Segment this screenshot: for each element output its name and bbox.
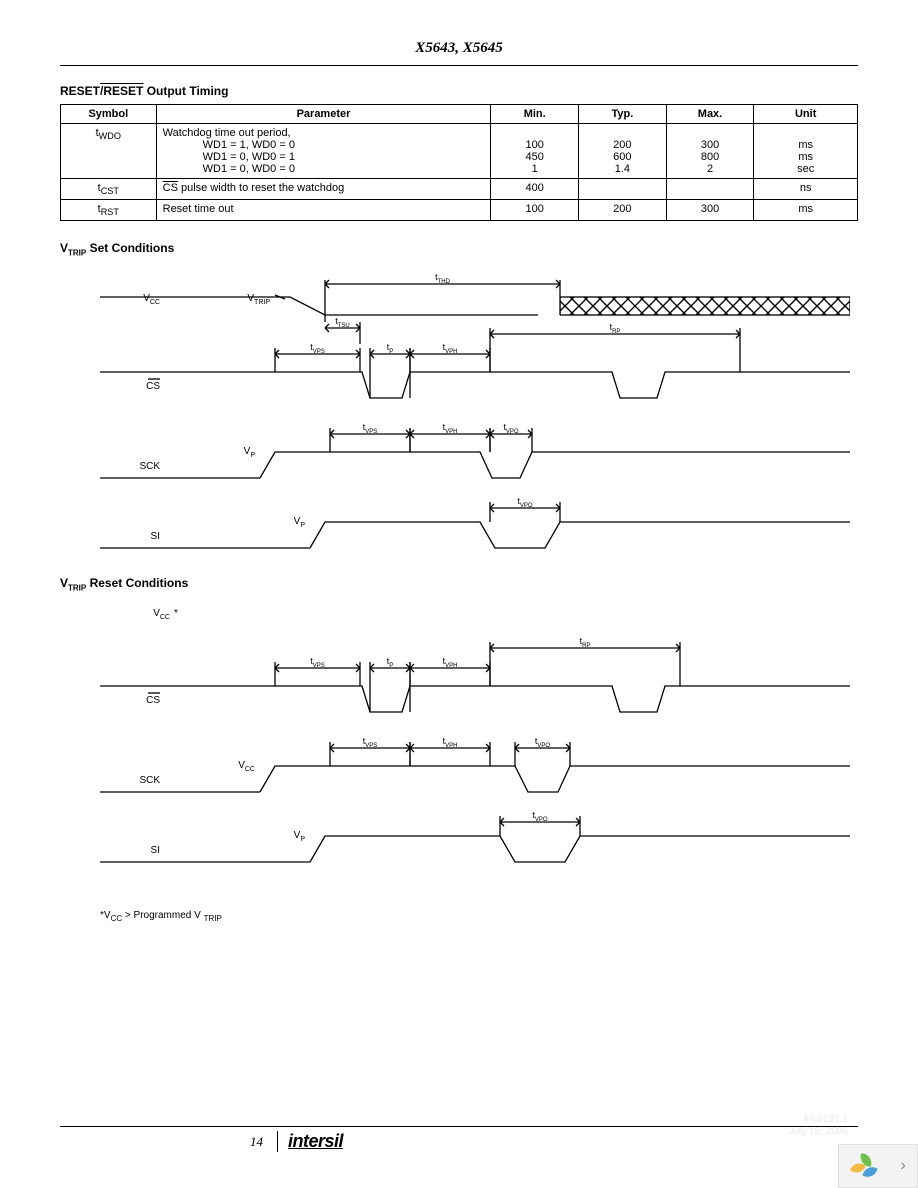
svg-text:SI: SI [151,531,160,542]
doc-title: X5643, X5645 [60,40,858,57]
table-title-suffix: Output Timing [143,84,228,98]
svg-text:tRP: tRP [580,636,591,649]
d1-tf: Set Conditions [86,241,174,255]
svg-text:tVPH: tVPH [443,342,458,355]
svg-text:tVPO: tVPO [517,496,533,509]
svg-text:tTHD: tTHD [435,272,451,285]
svg-text:tVPH: tVPH [443,736,458,749]
svg-text:tRP: tRP [610,322,621,335]
svg-text:*: * [174,608,178,619]
table-title-prefix: RESET [60,84,100,98]
d2-tf: Reset Conditions [86,576,188,590]
svg-text:VCC: VCC [143,293,160,306]
th-parameter: Parameter [156,105,491,124]
th-unit: Unit [754,105,858,124]
table-row: tWDOWatchdog time out period,WD1 = 1, WD… [61,124,858,179]
svg-text:tVPH: tVPH [443,656,458,669]
diagram1-title: VTRIP Set Conditions [60,241,858,257]
table-title: RESET/RESET Output Timing [60,84,858,98]
fn-m: > Programmed V [122,910,201,921]
d2-ts: TRIP [68,583,86,592]
fn-s2: TRIP [204,914,222,923]
svg-text:SCK: SCK [139,775,160,786]
svg-text:CS: CS [146,381,160,392]
svg-text:VP: VP [294,516,306,529]
table-row: tCSTCS pulse width to reset the watchdog… [61,179,858,200]
svg-text:tTSU: tTSU [335,316,350,329]
page-number: 14 [250,1134,263,1150]
d1-ts: TRIP [68,249,86,258]
corner-widget[interactable]: › [838,1144,918,1188]
svg-text:tVPO: tVPO [503,422,519,435]
fn-p: *V [100,910,111,921]
svg-text:tP: tP [387,342,394,355]
fn-s1: CC [111,914,123,923]
th-symbol: Symbol [61,105,157,124]
petals-icon [850,1152,878,1180]
intersil-logo: intersil [277,1131,343,1152]
diagram2-title: VTRIP Reset Conditions [60,576,858,592]
svg-text:tVPH: tVPH [443,422,458,435]
svg-text:CS: CS [146,695,160,706]
table-row: tRSTReset time out100200300ms [61,200,858,221]
svg-text:VP: VP [294,830,306,843]
table-header-row: Symbol Parameter Min. Typ. Max. Unit [61,105,858,124]
th-min: Min. [491,105,579,124]
d2-tp: V [60,576,68,590]
svg-text:SCK: SCK [139,461,160,472]
diagram2: VCC * CS tVPS tP tVPH tRP SCK VCC tVPS tVPH tVPO SI V… [60,596,858,896]
svg-text:VCC: VCC [238,760,255,773]
svg-text:VTRIP: VTRIP [247,293,270,306]
th-max: Max. [666,105,754,124]
page-footer: 14 intersil [60,1126,858,1152]
svg-text:tVPS: tVPS [310,342,325,355]
svg-text:VP: VP [244,446,256,459]
diagram1: VCC VTRIP tTHD tTSU CS tVPS tP tVPH tRP SCK VP tVPS… [60,262,858,562]
d1-tp: V [60,241,68,255]
svg-text:SI: SI [151,845,160,856]
svg-text:tVPO: tVPO [532,810,548,823]
footnote: *VCC > Programmed V TRIP [100,910,858,923]
svg-text:VCC: VCC [153,608,170,621]
table-title-overline: /RESET [100,84,143,98]
svg-text:tVPS: tVPS [363,736,378,749]
chevron-right-icon[interactable]: › [900,1157,905,1175]
svg-text:tVPO: tVPO [535,736,551,749]
spec-table: Symbol Parameter Min. Typ. Max. Unit tWD… [60,104,858,221]
svg-text:tVPS: tVPS [363,422,378,435]
th-typ: Typ. [579,105,667,124]
faded-1: FN8131.1 [789,1114,849,1126]
svg-text:tVPS: tVPS [310,656,325,669]
svg-text:tP: tP [387,656,394,669]
header-rule [60,65,858,66]
